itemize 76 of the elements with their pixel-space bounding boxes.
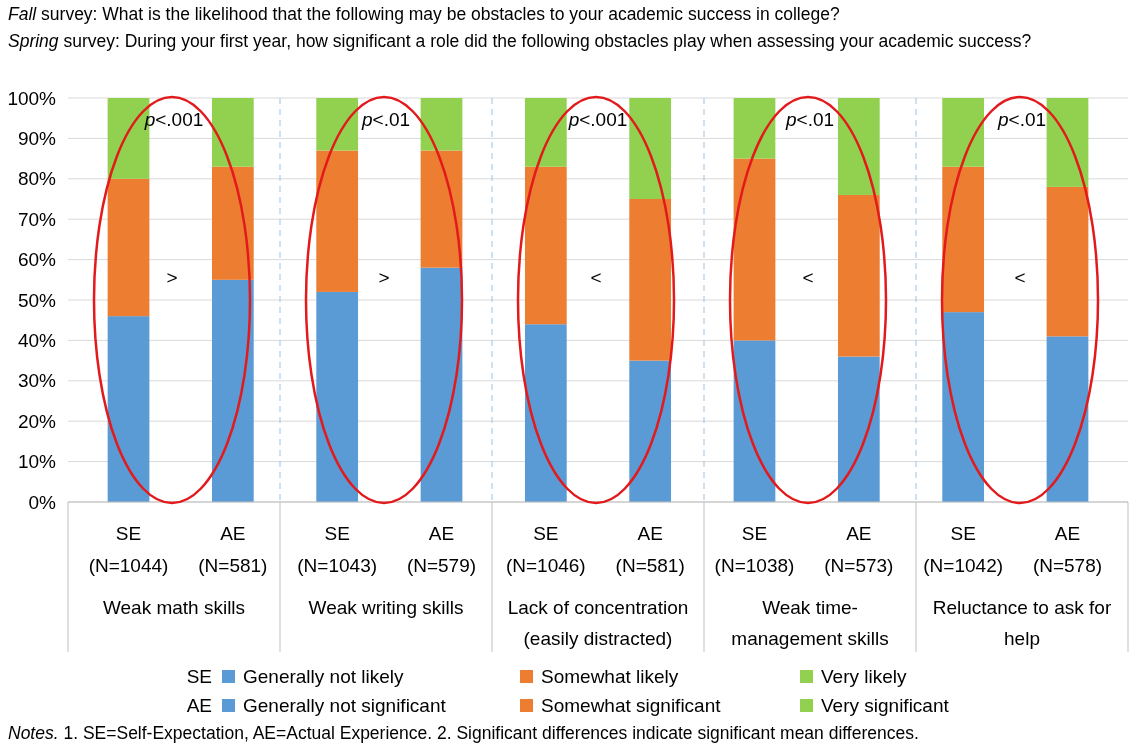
legend-label: Somewhat likely: [541, 666, 679, 687]
bar: [211, 166, 254, 280]
y-tick-label: 50%: [17, 289, 57, 311]
x-tick-label: SE (N=1042): [923, 523, 1004, 576]
bar: [524, 324, 567, 502]
annotation: p<.001: [567, 109, 628, 131]
annotation: <: [802, 266, 814, 288]
bar: [629, 199, 672, 361]
legend-label: Somewhat significant: [541, 695, 722, 716]
bar: [837, 356, 880, 502]
chart-subtitle: Spring survey: During your first year, how significant a role did the following obstacles play when assessing your academic success?: [8, 31, 1032, 51]
legend-label: Generally not likely: [243, 666, 405, 687]
chart-title: Fall survey: What is the likelihood that the following may be obstacles to your academic success in college?: [8, 4, 840, 24]
legend-label: Generally not significant: [243, 695, 447, 716]
bar: [1046, 186, 1089, 337]
bar: [420, 267, 463, 502]
text: Weak time-management skills: [731, 597, 889, 649]
bar: [316, 98, 359, 151]
x-tick-label: AE (N=581): [615, 523, 685, 576]
x-tick-label: AE (N=573): [824, 523, 894, 576]
text: Reluctance to ask for help: [932, 597, 1112, 649]
bar: [316, 150, 359, 292]
text: AE: [186, 695, 212, 716]
bar: [733, 340, 776, 502]
text: Notes. 1. SE=Self-Expectation, AE=Actual Experience. 2. Significant differences indicate significant mean differences.: [8, 723, 919, 743]
bar: [942, 98, 985, 167]
x-tick-label: AE (N=579): [406, 523, 477, 576]
annotation: p<.001: [143, 109, 204, 131]
annotation: <: [590, 266, 602, 288]
legend-label: Very likely: [821, 666, 908, 687]
bar: [942, 312, 985, 502]
text: Weak writing skills: [308, 597, 464, 618]
y-tick-label: 100%: [7, 87, 57, 109]
text: Lack of concentration (easily distracted): [507, 597, 689, 649]
x-tick-label: AE (N=581): [198, 523, 268, 576]
bar: [837, 98, 880, 195]
bar: [1046, 336, 1089, 502]
annotation: >: [166, 266, 178, 288]
x-tick-label: SE (N=1044): [88, 523, 169, 576]
annotation: <: [1014, 266, 1026, 288]
y-tick-label: 90%: [17, 128, 57, 150]
x-tick-label: AE (N=578): [1032, 523, 1103, 576]
y-tick-label: 30%: [17, 370, 57, 392]
annotation: >: [378, 266, 390, 288]
legend-label: Very significant: [821, 695, 950, 716]
annotation: p<.01: [996, 109, 1047, 131]
bar: [420, 98, 463, 151]
bar: [107, 316, 150, 502]
y-tick-label: 20%: [17, 410, 57, 432]
bar: [733, 158, 776, 341]
x-tick-label: SE (N=1043): [297, 523, 378, 576]
y-tick-label: 80%: [17, 168, 57, 190]
text: Weak math skills: [102, 597, 246, 618]
bar: [524, 98, 567, 167]
x-tick-label: SE (N=1038): [714, 523, 795, 576]
y-tick-label: 40%: [17, 330, 57, 352]
bar: [629, 360, 672, 502]
text: SE: [186, 666, 212, 687]
bar: [107, 178, 150, 317]
bar: [837, 194, 880, 357]
bar: [1046, 98, 1089, 187]
y-tick-label: 0%: [28, 491, 57, 513]
y-tick-label: 10%: [17, 451, 57, 473]
annotation: p<.01: [784, 109, 835, 131]
y-tick-label: 60%: [17, 249, 57, 271]
bar: [629, 98, 672, 199]
bar: [316, 291, 359, 502]
bar: [211, 98, 254, 167]
bar: [524, 166, 567, 325]
bar: [420, 150, 463, 268]
x-tick-label: SE (N=1046): [505, 523, 586, 576]
bar: [211, 279, 254, 502]
bar: [942, 166, 985, 313]
bar: [733, 98, 776, 159]
annotation: p<.01: [360, 109, 411, 131]
y-tick-label: 70%: [17, 208, 57, 230]
